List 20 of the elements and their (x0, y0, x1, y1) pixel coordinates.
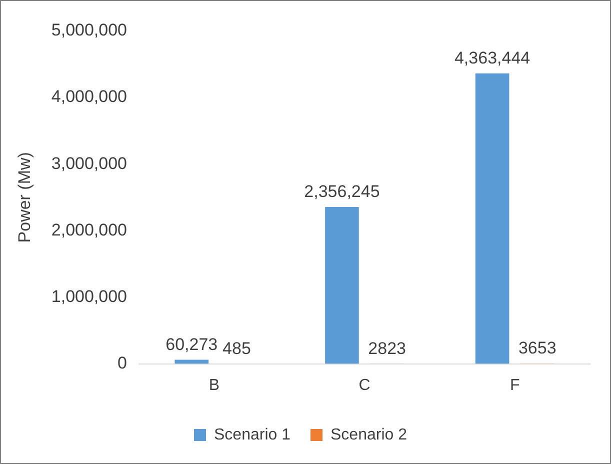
x-tick-label: C (358, 376, 370, 394)
x-tick-label: F (510, 376, 520, 394)
data-label: 3653 (518, 338, 556, 358)
x-tick-label: B (208, 376, 220, 394)
y-tick-label: 5,000,000 (51, 20, 128, 40)
data-label: 2823 (368, 338, 406, 358)
data-label: 485 (222, 338, 251, 358)
y-axis-title: Power (Mw) (14, 152, 34, 243)
bar (475, 73, 510, 364)
y-tick-label: 0 (118, 353, 128, 372)
y-tick-label: 3,000,000 (51, 154, 128, 173)
legend-label: Scenario 1 (214, 426, 291, 444)
y-tick-label: 2,000,000 (51, 220, 128, 240)
y-tick-label: 4,000,000 (51, 87, 128, 106)
data-label: 60,273 (166, 334, 218, 354)
data-label: 4,363,444 (454, 48, 530, 68)
data-label: 2,356,245 (304, 182, 380, 202)
legend-label: Scenario 2 (330, 426, 408, 444)
y-tick-label: 1,000,000 (51, 286, 128, 306)
bar (325, 206, 359, 364)
